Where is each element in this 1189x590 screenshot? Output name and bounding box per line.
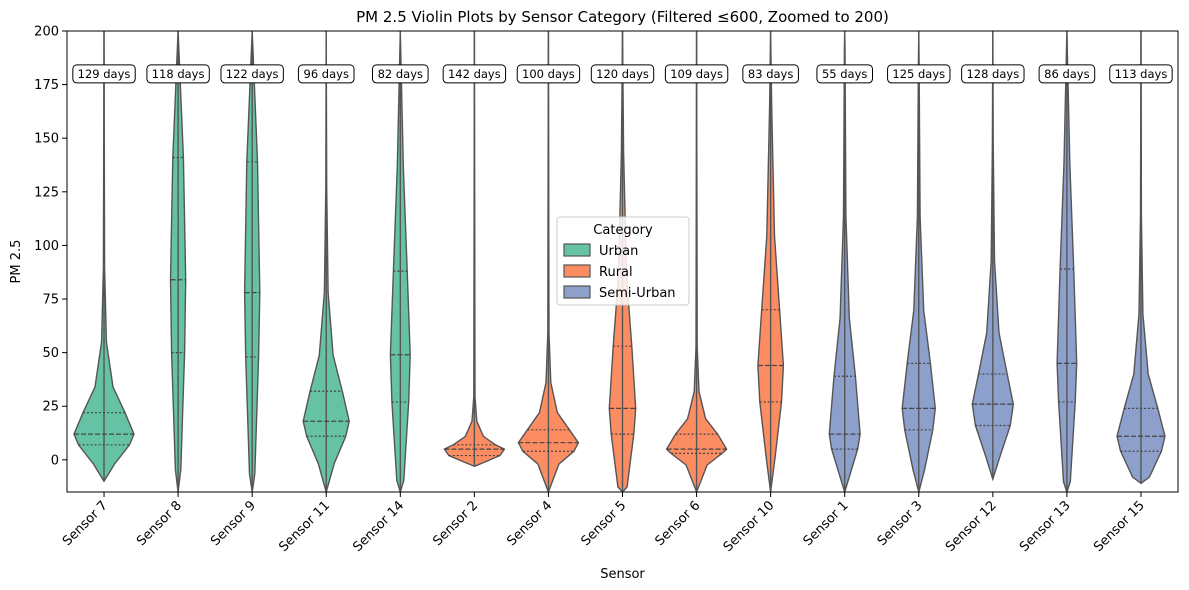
x-tick-label: Sensor 14 <box>350 498 407 555</box>
day-count-annotations: 129 days 118 days 122 days 96 days 82 days 14… <box>72 64 1173 84</box>
legend-entry-semi-urban: Semi-Urban <box>599 286 676 301</box>
y-axis-label: PM 2.5 <box>9 240 24 284</box>
day-count-box <box>1038 64 1096 84</box>
x-tick-label: Sensor 13 <box>1017 498 1074 555</box>
day-count-box <box>297 64 355 84</box>
x-tick-label: Sensor 6 <box>653 498 704 549</box>
day-count-label: 109 days <box>670 67 723 81</box>
day-count-label: 142 days <box>448 67 501 81</box>
chart-title: PM 2.5 Violin Plots by Sensor Category (… <box>356 8 889 26</box>
day-count-label: 96 days <box>304 67 349 81</box>
day-count-label: 83 days <box>748 67 793 81</box>
day-count-box <box>1109 64 1173 84</box>
day-count-box <box>887 64 951 84</box>
y-tick-label: 125 <box>34 185 59 200</box>
legend-swatch-semi-urban <box>563 285 591 299</box>
y-tick-label: 0 <box>51 453 59 468</box>
legend-title: Category <box>593 223 653 238</box>
y-tick-label: 150 <box>34 132 59 147</box>
y-tick-label: 50 <box>42 346 59 361</box>
day-count-box <box>516 64 581 84</box>
day-count-label: 120 days <box>596 67 649 81</box>
legend-swatch-urban <box>563 243 591 257</box>
legend-entry-urban: Urban <box>599 244 638 259</box>
y-tick-label: 75 <box>42 293 59 308</box>
day-count-box <box>220 64 284 84</box>
day-count-label: 122 days <box>226 67 279 81</box>
day-count-label: 55 days <box>822 67 867 81</box>
day-count-label: 128 days <box>966 67 1019 81</box>
day-count-label: 129 days <box>78 67 131 81</box>
day-count-box <box>590 64 655 84</box>
day-count-box <box>146 64 210 84</box>
x-tick-label: Sensor 4 <box>504 498 555 549</box>
day-count-box <box>742 64 799 84</box>
plot-frame <box>66 30 1179 493</box>
day-count-label: 100 days <box>522 67 575 81</box>
violins-group <box>73 30 1166 495</box>
x-tick-label: Sensor 2 <box>430 498 481 549</box>
x-tick-label: Sensor 9 <box>208 498 259 549</box>
y-tick-label: 25 <box>42 400 59 415</box>
x-tick-label: Sensor 15 <box>1091 498 1148 555</box>
x-tick-label: Sensor 12 <box>943 498 1000 555</box>
x-tick-label: Sensor 3 <box>875 498 926 549</box>
x-tick-label: Sensor 11 <box>276 498 333 555</box>
day-count-box <box>816 64 874 84</box>
day-count-box <box>72 64 136 84</box>
x-axis-label: Sensor <box>600 567 645 582</box>
x-tick-label: Sensor 5 <box>578 498 629 549</box>
day-count-label: 86 days <box>1044 67 1089 81</box>
y-tick-label: 200 <box>34 25 59 40</box>
legend-box <box>556 216 690 306</box>
legend-entry-rural: Rural <box>599 265 633 280</box>
day-count-label: 82 days <box>378 67 423 81</box>
day-count-box <box>664 64 729 84</box>
day-count-label: 125 days <box>892 67 945 81</box>
day-count-label: 113 days <box>1115 67 1168 81</box>
day-count-box <box>961 64 1025 84</box>
day-count-label: 118 days <box>152 67 205 81</box>
x-tick-label: Sensor 7 <box>60 498 111 549</box>
y-tick-label: 175 <box>34 78 59 93</box>
y-tick-label: 100 <box>34 239 59 254</box>
legend: Category Urban Rural Semi-Urban <box>556 216 690 306</box>
x-tick-label: Sensor 8 <box>134 498 185 549</box>
day-count-box <box>442 64 507 84</box>
x-tick-label: Sensor 10 <box>721 498 778 555</box>
x-tick-label: Sensor 1 <box>801 498 852 549</box>
day-count-box <box>372 64 429 84</box>
legend-swatch-rural <box>563 264 591 278</box>
